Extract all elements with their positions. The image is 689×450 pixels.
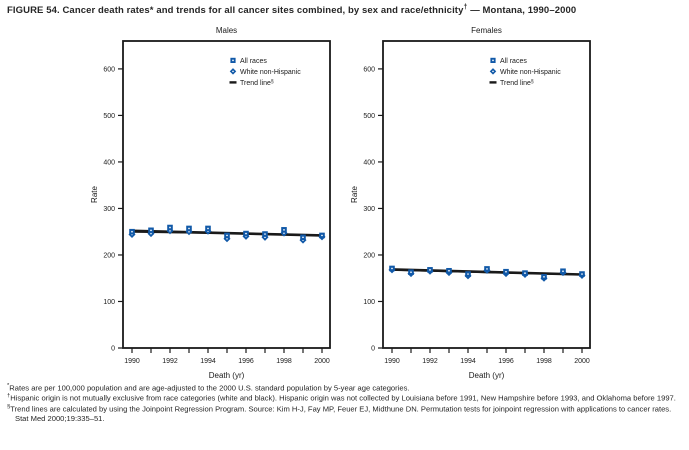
svg-text:1990: 1990 [124, 358, 140, 365]
svg-text:1998: 1998 [276, 358, 292, 365]
svg-text:Death (yr): Death (yr) [469, 371, 505, 380]
legend: All races White non-Hispanic Trend line§ [489, 57, 561, 87]
footnote-trend-lines: §Trend lines are calculated by using the… [7, 404, 685, 424]
svg-text:200: 200 [103, 252, 115, 259]
x-axis: 1990 1992 1994 1996 1998 2000 [384, 348, 590, 365]
svg-text:1996: 1996 [498, 358, 514, 365]
svg-text:2000: 2000 [574, 358, 590, 365]
svg-text:Trend line§: Trend line§ [240, 79, 274, 87]
svg-text:400: 400 [363, 159, 375, 166]
svg-text:300: 300 [363, 206, 375, 213]
x-axis: 1990 1992 1994 1996 1998 2000 [124, 348, 330, 365]
figure-title: FIGURE 54. Cancer death rates* and trend… [7, 4, 685, 16]
svg-text:200: 200 [363, 252, 375, 259]
footnote-trend-lines-text: Trend lines are calculated by using the … [10, 404, 672, 423]
svg-text:1998: 1998 [536, 358, 552, 365]
svg-text:Females: Females [471, 26, 502, 35]
svg-text:1994: 1994 [200, 358, 216, 365]
svg-text:100: 100 [103, 299, 115, 306]
x-axis-label: Death (yr) [469, 371, 505, 380]
legend: All races White non-Hispanic Trend line§ [229, 57, 301, 87]
males-chart-panel: Males 0 100 200 300 400 500 600 Rate 1990 1992 1994… [88, 20, 350, 387]
svg-text:1994: 1994 [460, 358, 476, 365]
svg-text:600: 600 [103, 66, 115, 73]
figure-title-location: — Montana, 1990–2000 [467, 5, 577, 17]
series-all-races [129, 224, 325, 241]
footnote-hispanic-origin-marker: † [7, 393, 11, 400]
svg-text:1996: 1996 [238, 358, 254, 365]
svg-text:100: 100 [363, 299, 375, 306]
svg-text:2000: 2000 [314, 358, 330, 365]
svg-text:400: 400 [103, 159, 115, 166]
females-chart-panel: Females 0 100 200 300 400 500 600 Rate 1990 1992 19… [348, 20, 610, 387]
series-all-races [389, 265, 585, 280]
plot-frame [122, 40, 331, 349]
footnote-rates-text: Rates are per 100,000 population and are… [9, 383, 410, 393]
panel-title: Males [216, 26, 237, 35]
svg-text:600: 600 [363, 66, 375, 73]
svg-text:Rate: Rate [350, 186, 359, 203]
figure-title-text: FIGURE 54. Cancer death rates* and trend… [7, 5, 464, 17]
y-axis: 0 100 200 300 400 500 600 [103, 66, 123, 353]
y-axis: 0 100 200 300 400 500 600 [363, 66, 383, 353]
svg-text:All races: All races [240, 58, 267, 65]
footnote-rates-marker: * [7, 383, 10, 389]
footnote-trend-lines-marker: § [7, 403, 11, 410]
svg-text:White non-Hispanic: White non-Hispanic [240, 69, 301, 76]
svg-text:1992: 1992 [162, 358, 178, 365]
y-axis-label: Rate [90, 186, 99, 203]
svg-text:Rate: Rate [90, 186, 99, 203]
svg-text:500: 500 [363, 113, 375, 120]
svg-text:1990: 1990 [384, 358, 400, 365]
svg-text:Trend line§: Trend line§ [500, 79, 534, 87]
panel-title: Females [471, 26, 502, 35]
svg-text:300: 300 [103, 206, 115, 213]
svg-text:Males: Males [216, 26, 237, 35]
svg-text:White non-Hispanic: White non-Hispanic [500, 69, 561, 76]
svg-text:All races: All races [500, 58, 527, 65]
y-axis-label: Rate [350, 186, 359, 203]
svg-text:0: 0 [111, 346, 115, 353]
figure-title-dagger: † [463, 4, 468, 11]
footnote-rates: *Rates are per 100,000 population and ar… [7, 383, 685, 393]
plot-frame [382, 40, 591, 349]
footnote-hispanic-origin: †Hispanic origin is not mutually exclusi… [7, 393, 685, 403]
x-axis-label: Death (yr) [209, 371, 245, 380]
svg-text:0: 0 [371, 346, 375, 353]
footnotes: *Rates are per 100,000 population and ar… [7, 383, 685, 423]
footnote-hispanic-origin-text: Hispanic origin is not mutually exclusiv… [10, 393, 676, 403]
svg-text:Death (yr): Death (yr) [209, 371, 245, 380]
males-chart: Males 0 100 200 300 400 500 600 Rate 1990 1992 1994… [90, 26, 331, 380]
svg-text:1992: 1992 [422, 358, 438, 365]
svg-text:500: 500 [103, 113, 115, 120]
